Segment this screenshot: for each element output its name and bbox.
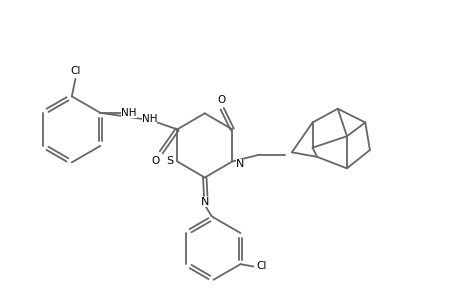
Text: N: N	[200, 197, 208, 207]
Text: O: O	[151, 155, 159, 166]
Text: O: O	[217, 95, 225, 106]
Text: N: N	[235, 159, 244, 169]
Text: NH: NH	[142, 114, 157, 124]
Text: Cl: Cl	[256, 262, 266, 272]
Text: Cl: Cl	[70, 66, 80, 76]
Text: S: S	[166, 157, 173, 166]
Text: NH: NH	[121, 108, 136, 118]
